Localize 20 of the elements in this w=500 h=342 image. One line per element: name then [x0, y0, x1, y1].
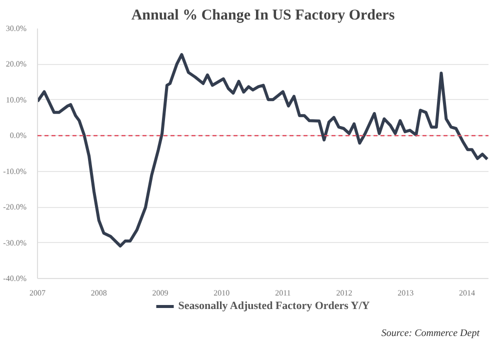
y-tick-label: 0.0%: [10, 131, 27, 140]
x-tick-label: 2009: [152, 288, 168, 298]
x-tick-label: 2014: [459, 288, 476, 298]
x-tick-label: 2010: [214, 288, 230, 298]
x-tick-label: 2013: [398, 288, 414, 298]
y-tick-label: 20.0%: [6, 60, 27, 69]
y-tick-label: 10.0%: [6, 95, 27, 104]
x-tick-label: 2011: [275, 288, 291, 298]
y-tick-label: -40.0%: [3, 274, 27, 283]
source-note: Source: Commerce Dept: [381, 328, 480, 339]
legend-label: Seasonally Adjusted Factory Orders Y/Y: [178, 300, 370, 312]
x-tick-label: 2007: [30, 288, 46, 298]
y-tick-label: -30.0%: [3, 238, 27, 248]
x-tick-label: 2012: [336, 288, 352, 298]
y-tick-label: 30.0%: [6, 24, 27, 33]
y-tick-label: -10.0%: [3, 166, 27, 176]
chart-title: Annual % Change In US Factory Orders: [131, 8, 395, 24]
line-series: [38, 53, 488, 248]
y-tick-label: -20.0%: [3, 202, 27, 212]
x-tick-label: 2008: [90, 288, 107, 298]
